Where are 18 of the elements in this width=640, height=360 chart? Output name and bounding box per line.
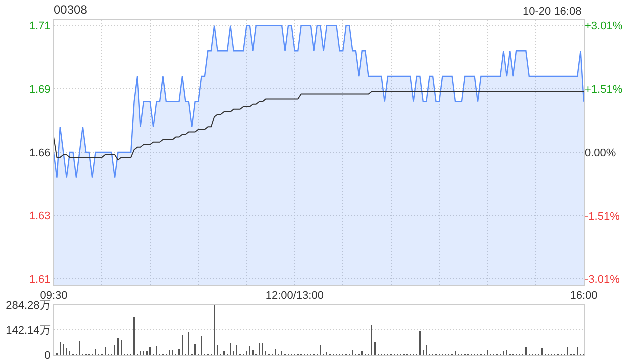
y-tick-label: 1.69 (29, 84, 51, 96)
y2-tick-label: +3.01% (585, 20, 623, 33)
x-tick-label: 12:00/13:00 (266, 290, 324, 302)
chart-title: 00308 (54, 3, 88, 18)
text: 10-20 16:08 (523, 6, 582, 18)
y-tick-label: 284.28万 (6, 300, 51, 312)
line-series (54, 91, 584, 161)
y-tick-label: 1.66 (29, 147, 51, 160)
y2-tick-label: -1.51% (585, 210, 620, 223)
y2-tick-label: -3.01% (585, 274, 620, 286)
x-tick-label: 16:00 (570, 290, 598, 302)
y2-tick-label: +1.51% (585, 84, 623, 96)
y-tick-label: 142.14万 (6, 324, 51, 337)
y-tick-label: 1.61 (29, 274, 51, 286)
y-tick-label: 1.71 (29, 20, 51, 33)
y-tick-label: 1.63 (29, 210, 51, 223)
y-tick-label: 0 (44, 350, 51, 360)
y2-tick-label: 0.00% (585, 147, 616, 160)
